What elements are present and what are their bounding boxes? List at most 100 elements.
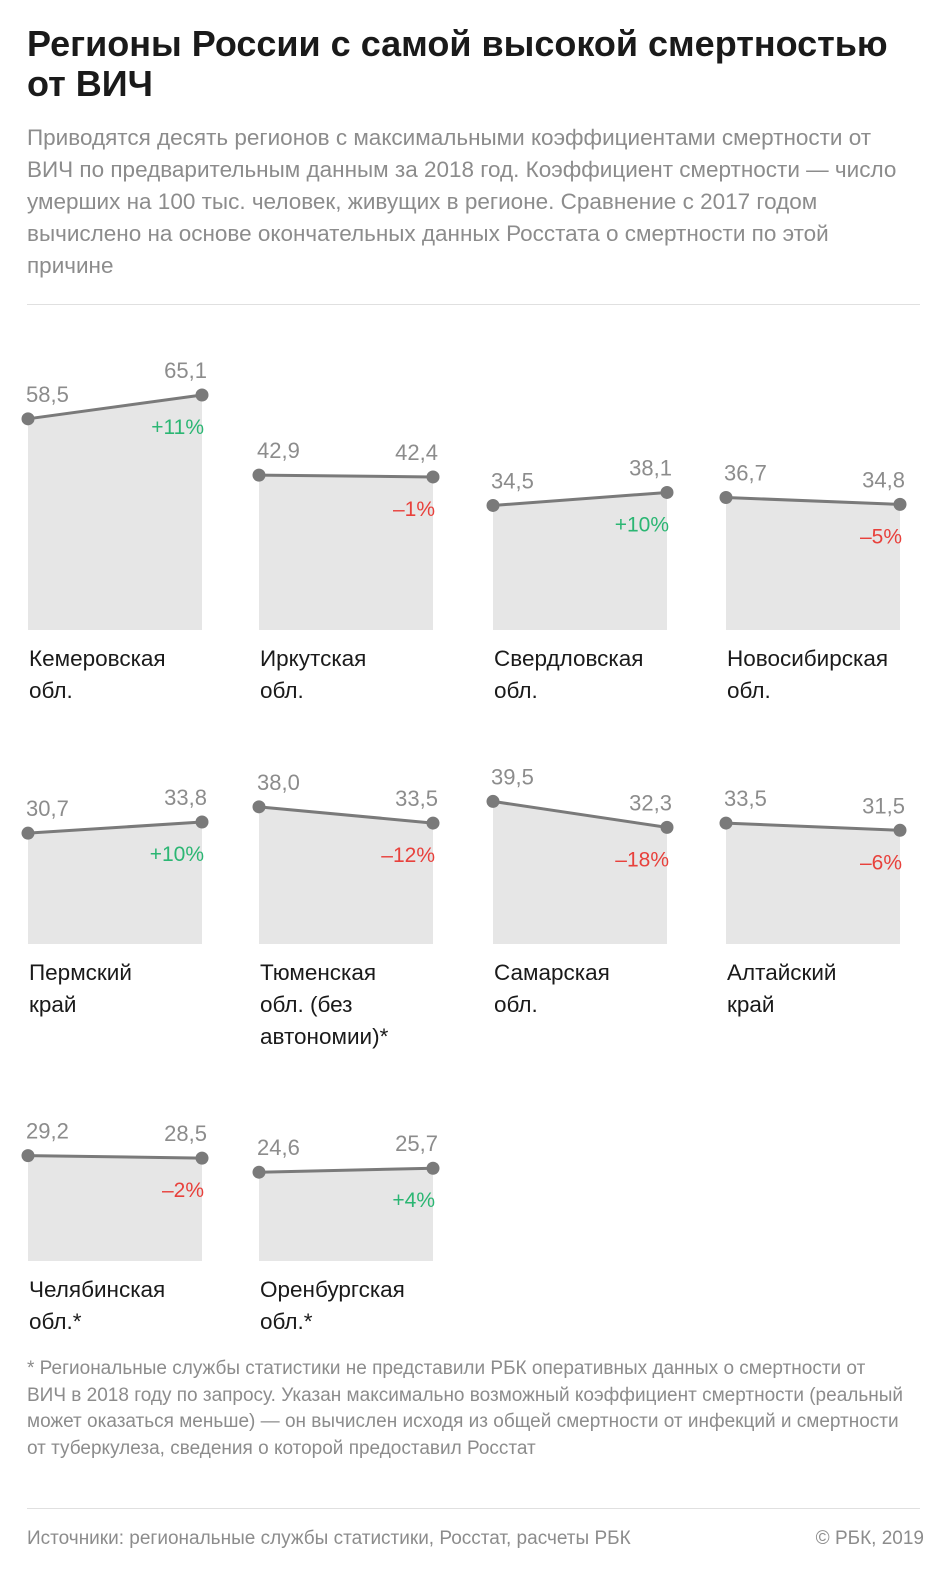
value-label-2018: 32,3 xyxy=(629,790,672,815)
region-label: Пермский xyxy=(29,960,132,985)
point-2017 xyxy=(719,491,733,505)
change-label: +10% xyxy=(150,843,204,866)
region-panel: 36,7 34,8 –5% Новосибирская обл. xyxy=(719,461,907,703)
region-area xyxy=(28,821,202,944)
value-label-2018: 42,4 xyxy=(395,440,438,465)
top-divider xyxy=(27,304,920,305)
chart-title: Регионы России с самой высокой смертност… xyxy=(27,23,888,104)
region-panel: 34,5 38,1 +10% Свердловская обл. xyxy=(486,455,674,703)
region-panel: 29,2 28,5 –2% Челябинская обл.* xyxy=(21,1119,209,1334)
bottom-divider xyxy=(27,1508,920,1509)
point-2017 xyxy=(21,826,35,840)
region-label: Оренбургская xyxy=(260,1277,405,1302)
value-label-2018: 33,8 xyxy=(164,785,207,810)
value-label-2017: 33,5 xyxy=(724,786,767,811)
change-label: –1% xyxy=(393,498,435,521)
region-label: обл. xyxy=(494,678,538,703)
value-label-2017: 30,7 xyxy=(26,796,69,821)
region-area xyxy=(493,801,667,944)
region-panel: 24,6 25,7 +4% Оренбургская обл.* xyxy=(252,1131,440,1334)
value-label-2017: 42,9 xyxy=(257,438,300,463)
region-label: край xyxy=(727,992,774,1017)
point-2017 xyxy=(252,468,266,482)
region-panel: 42,9 42,4 –1% Иркутская обл. xyxy=(252,438,440,703)
value-label-2018: 38,1 xyxy=(629,455,672,480)
series-line xyxy=(258,473,434,479)
region-label: Тюменская xyxy=(260,960,376,985)
region-label: автономии)* xyxy=(260,1024,389,1049)
series-line xyxy=(492,490,668,507)
value-label-2018: 28,5 xyxy=(164,1121,207,1146)
point-2018 xyxy=(426,1161,440,1175)
footnote: * Региональные службы статистики не пред… xyxy=(27,1358,904,1459)
point-2018 xyxy=(660,485,674,499)
region-label: Новосибирская xyxy=(727,646,888,671)
region-label: обл.* xyxy=(29,1309,82,1334)
series-line xyxy=(492,799,668,829)
region-area xyxy=(28,1155,202,1261)
value-label-2018: 34,8 xyxy=(862,467,905,492)
value-label-2017: 29,2 xyxy=(26,1119,69,1144)
value-label-2017: 39,5 xyxy=(491,764,534,789)
change-label: –6% xyxy=(860,851,902,874)
region-label: Алтайский xyxy=(727,960,837,985)
region-label: Челябинская xyxy=(29,1277,165,1302)
region-label: край xyxy=(29,992,76,1017)
region-panel: 58,5 65,1 +11% Кемеровская обл. xyxy=(21,358,209,703)
value-label-2018: 25,7 xyxy=(395,1131,438,1156)
chart-subtitle: Приводятся десять регионов с максимальны… xyxy=(27,125,897,278)
region-area xyxy=(726,823,900,944)
point-2018 xyxy=(893,823,907,837)
value-label-2018: 31,5 xyxy=(862,793,905,818)
region-label: обл. xyxy=(260,678,304,703)
point-2017 xyxy=(21,1149,35,1163)
point-2017 xyxy=(719,816,733,830)
region-label: обл. (без xyxy=(260,992,352,1017)
region-area xyxy=(259,1168,433,1261)
region-area xyxy=(259,806,433,944)
series-line xyxy=(725,821,901,832)
value-label-2017: 34,5 xyxy=(491,468,534,493)
value-label-2017: 38,0 xyxy=(257,770,300,795)
value-label-2018: 65,1 xyxy=(164,358,207,383)
region-label: Кемеровская xyxy=(29,646,166,671)
series-line xyxy=(27,393,203,421)
point-2018 xyxy=(426,470,440,484)
series-line xyxy=(258,1166,434,1174)
point-2018 xyxy=(195,1151,209,1165)
region-label: Иркутская xyxy=(260,646,366,671)
change-label: –5% xyxy=(860,525,902,548)
region-label: Свердловская xyxy=(494,646,643,671)
region-area xyxy=(493,492,667,630)
region-label: обл. xyxy=(727,678,771,703)
series-line xyxy=(725,496,901,506)
change-label: +4% xyxy=(392,1189,435,1212)
value-label-2018: 33,5 xyxy=(395,786,438,811)
region-panel: 30,7 33,8 +10% Пермский край xyxy=(21,785,209,1017)
region-panel: 39,5 32,3 –18% Самарская обл. xyxy=(486,764,674,1017)
point-2018 xyxy=(660,820,674,834)
small-multiples-chart: 58,5 65,1 +11% Кемеровская обл. 42,9 42,4 –1% Ир… xyxy=(21,358,907,1334)
point-2017 xyxy=(252,800,266,814)
series-line xyxy=(258,805,434,825)
point-2018 xyxy=(893,497,907,511)
region-area xyxy=(28,395,202,630)
change-label: –18% xyxy=(615,848,669,871)
region-area xyxy=(259,475,433,630)
change-label: +11% xyxy=(151,416,204,439)
point-2018 xyxy=(195,388,209,402)
region-label: обл.* xyxy=(260,1309,313,1334)
region-area xyxy=(726,497,900,630)
change-label: –12% xyxy=(381,844,435,867)
region-panel: 33,5 31,5 –6% Алтайский край xyxy=(719,786,907,1017)
point-2017 xyxy=(21,412,35,426)
value-label-2017: 24,6 xyxy=(257,1135,300,1160)
series-line xyxy=(27,1154,203,1160)
change-label: –2% xyxy=(162,1179,204,1202)
point-2018 xyxy=(195,815,209,829)
point-2018 xyxy=(426,816,440,830)
point-2017 xyxy=(486,794,500,808)
point-2017 xyxy=(252,1165,266,1179)
point-2017 xyxy=(486,498,500,512)
value-label-2017: 58,5 xyxy=(26,382,69,407)
